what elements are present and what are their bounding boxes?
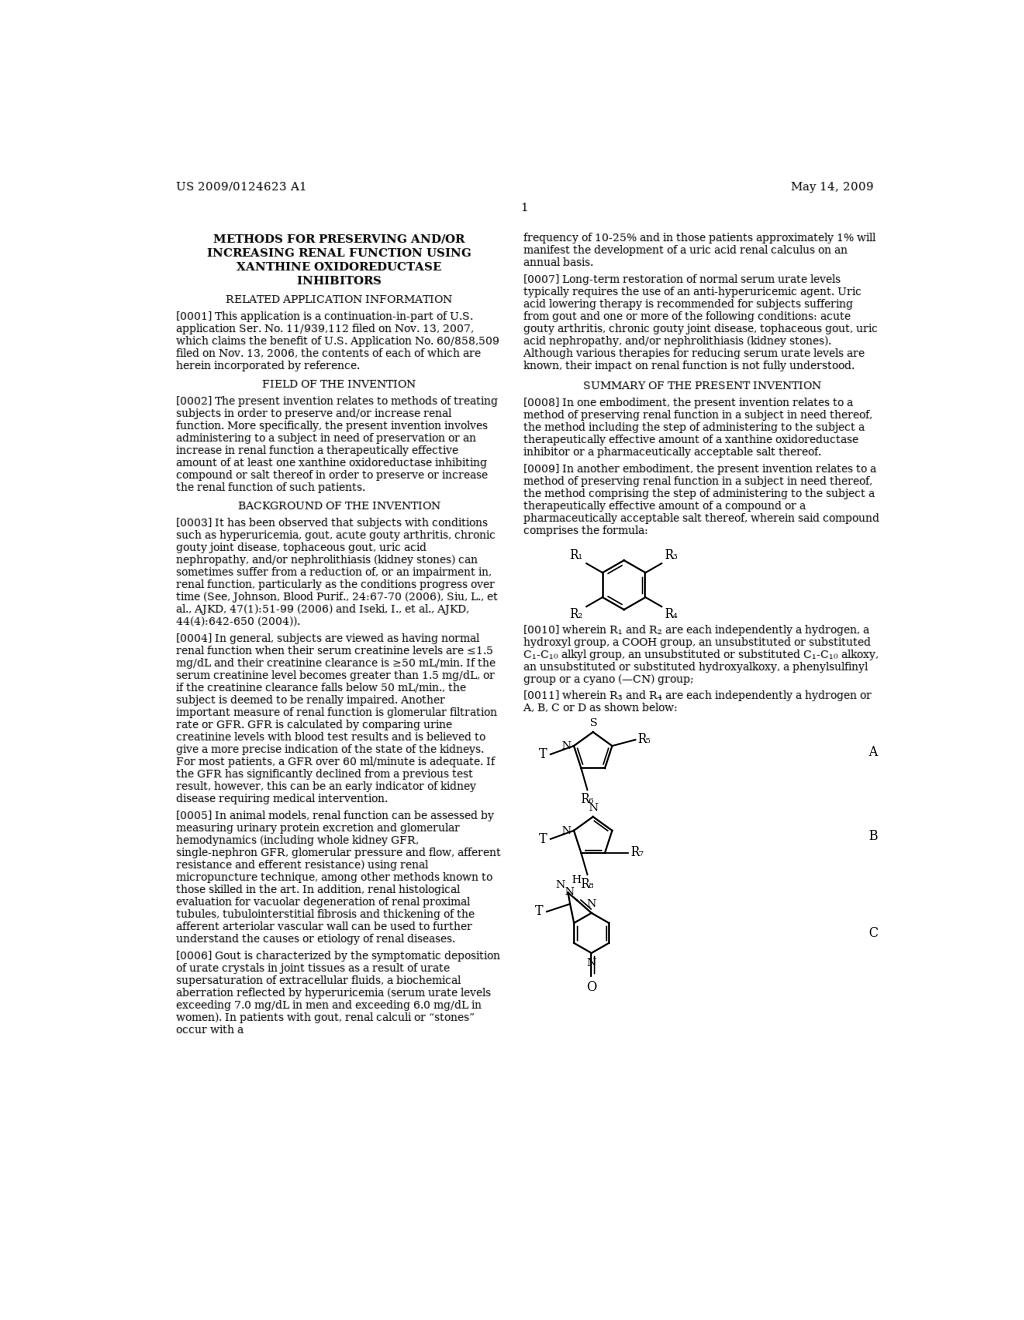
Text: N: N	[561, 825, 570, 836]
Text: T: T	[539, 833, 548, 846]
Text: R₂: R₂	[569, 609, 584, 622]
Text: N: N	[588, 803, 598, 813]
Text: B: B	[868, 830, 878, 843]
Text: R₈: R₈	[581, 878, 594, 891]
Text: T: T	[539, 748, 548, 760]
Text: R₁: R₁	[569, 549, 584, 562]
Text: A: A	[868, 746, 878, 759]
Text: N: N	[587, 958, 596, 968]
Text: O: O	[587, 981, 597, 994]
Text: N: N	[587, 899, 596, 909]
Text: T: T	[536, 906, 544, 919]
Text: N: N	[564, 887, 574, 898]
Text: R₃: R₃	[664, 549, 678, 562]
Text: R₄: R₄	[664, 609, 678, 622]
Text: S: S	[589, 718, 597, 729]
Text: R₅: R₅	[638, 733, 651, 746]
Text: C: C	[868, 927, 878, 940]
Text: H: H	[571, 875, 582, 884]
Text: R₇: R₇	[631, 846, 644, 859]
Text: R₆: R₆	[581, 793, 594, 807]
Text: N: N	[556, 879, 565, 890]
Text: N: N	[561, 741, 570, 751]
